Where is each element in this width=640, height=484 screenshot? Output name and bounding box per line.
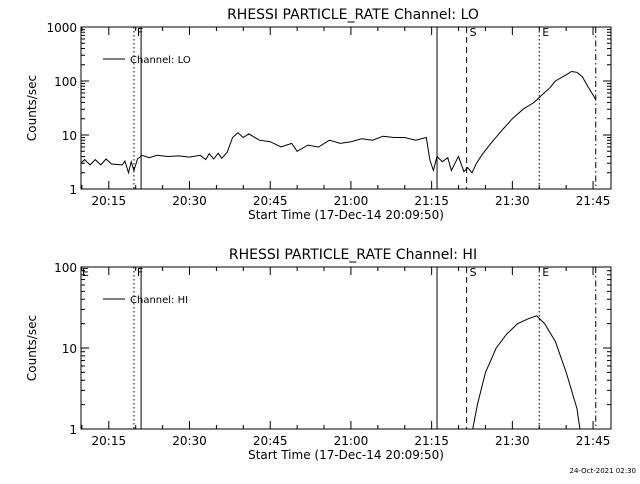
y-tick-label: 1 <box>69 423 77 437</box>
x-tick-label: 20:30 <box>172 194 207 208</box>
legend-label: Channel: LO <box>130 55 191 66</box>
y-tick-label: 1000 <box>46 21 77 35</box>
series-line <box>81 70 597 175</box>
x-tick-label: 20:45 <box>253 194 288 208</box>
flag-letter: S <box>470 266 477 279</box>
x-tick-label: 21:15 <box>414 194 449 208</box>
flag-letter: E <box>82 266 89 279</box>
flag-letter: S <box>470 26 477 39</box>
legend-label: Channel: HI <box>130 295 188 306</box>
x-tick-label: 21:45 <box>576 434 611 448</box>
flag-letter: F <box>137 266 143 279</box>
plot-frame <box>80 26 612 190</box>
x-tick-label: 21:15 <box>414 434 449 448</box>
flag-letter: E <box>542 26 549 39</box>
plot-frame <box>80 266 612 430</box>
x-tick-label: 21:30 <box>495 194 530 208</box>
y-axis-label: Counts/sec <box>25 315 39 381</box>
y-tick-label: 100 <box>54 261 77 275</box>
y-tick-label: 1 <box>69 183 77 197</box>
y-tick-label: 10 <box>62 342 77 356</box>
flag-letter: E <box>542 266 549 279</box>
x-tick-label: 21:45 <box>576 194 611 208</box>
flag-letter: F <box>137 26 143 39</box>
series-line <box>472 315 581 429</box>
x-tick-label: 21:30 <box>495 434 530 448</box>
x-axis-label: Start Time (17-Dec-14 20:09:50) <box>248 208 444 222</box>
y-tick-label: 100 <box>54 75 77 89</box>
x-tick-label: 20:45 <box>253 434 288 448</box>
x-tick-label: 21:00 <box>334 434 369 448</box>
panel-hi: RHESSI PARTICLE_RATE Channel: HI 20:15 20:… <box>25 247 612 462</box>
generation-timestamp: 24-Oct-2021 02:30 <box>570 467 636 475</box>
x-tick-label: 21:00 <box>334 194 369 208</box>
x-tick-label: 20:15 <box>92 434 127 448</box>
chart-title: RHESSI PARTICLE_RATE Channel: LO <box>227 7 479 23</box>
panel-lo: RHESSI PARTICLE_RATE Channel: LO 20:15 20:… <box>25 7 612 222</box>
y-tick-label: 10 <box>62 129 77 143</box>
y-axis-label: Counts/sec <box>25 75 39 141</box>
x-tick-label: 20:30 <box>172 434 207 448</box>
x-axis-label: Start Time (17-Dec-14 20:09:50) <box>248 448 444 462</box>
chart-title: RHESSI PARTICLE_RATE Channel: HI <box>229 247 477 263</box>
x-tick-label: 20:15 <box>92 194 127 208</box>
